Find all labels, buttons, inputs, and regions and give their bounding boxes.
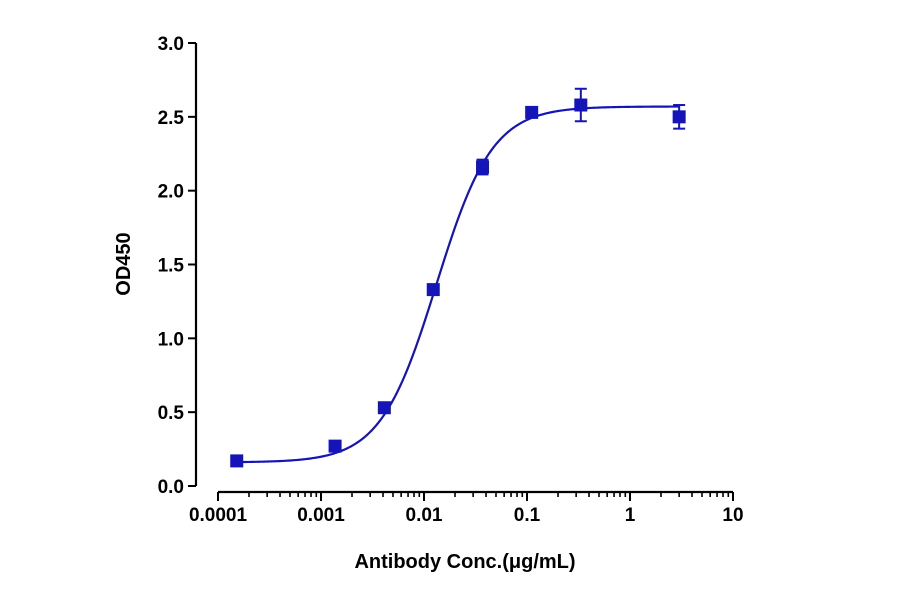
x-tick-label: 0.0001 <box>189 505 248 526</box>
x-axis: 0.0001 0.001 0.01 0.1 1 10 <box>189 490 744 526</box>
x-tick-label: 1 <box>625 505 636 526</box>
y-tick-label: 2.5 <box>158 108 185 129</box>
x-axis-title: Antibody Conc.(μg/mL) <box>354 551 575 573</box>
data-point <box>525 105 539 119</box>
data-point <box>476 160 490 174</box>
x-tick-label: 0.1 <box>514 505 541 526</box>
y-axis-title: OD450 <box>113 232 135 295</box>
fit-curve <box>236 105 680 464</box>
x-tick-label: 0.01 <box>406 505 443 526</box>
data-point <box>426 283 440 297</box>
data-point <box>230 454 244 468</box>
x-tick-label: 10 <box>722 505 743 526</box>
data-point <box>672 110 686 124</box>
data-point <box>574 98 588 112</box>
data-point <box>377 401 391 415</box>
y-tick-label: 1.5 <box>158 256 185 277</box>
y-tick-label: 0.0 <box>158 477 184 498</box>
y-tick-label: 2.0 <box>158 182 184 203</box>
y-tick-label: 3.0 <box>158 34 184 55</box>
plot-area <box>230 87 686 468</box>
y-tick-label: 1.0 <box>158 329 184 350</box>
y-tick-label: 0.5 <box>158 403 185 424</box>
x-tick-label: 0.001 <box>297 505 345 526</box>
y-axis: 0.0 0.5 1.0 1.5 2.0 2.5 3.0 <box>158 34 198 498</box>
data-point <box>328 439 342 453</box>
